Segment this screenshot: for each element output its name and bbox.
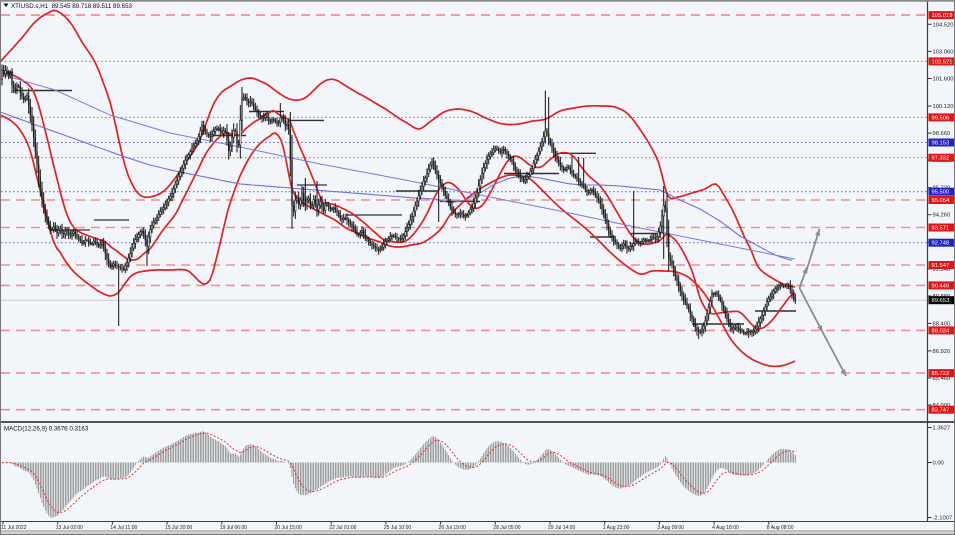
svg-text:97.332: 97.332 [932,156,950,162]
svg-text:98.153: 98.153 [932,141,950,147]
svg-text:13 Jul 02:00: 13 Jul 02:00 [56,525,83,531]
svg-text:88.024: 88.024 [932,328,951,334]
svg-text:99.506: 99.506 [932,115,950,121]
svg-text:104.520: 104.520 [933,22,954,28]
svg-text:22 Jul 01:00: 22 Jul 01:00 [329,525,356,531]
svg-text:8 Aug 08:00: 8 Aug 08:00 [767,525,794,531]
svg-text:83.747: 83.747 [932,408,950,414]
svg-text:89.653: 89.653 [932,298,950,304]
svg-text:105.019: 105.019 [932,13,953,19]
svg-text:98.660: 98.660 [933,131,951,137]
svg-text:95.500: 95.500 [932,190,950,196]
svg-text:95.054: 95.054 [932,198,951,204]
svg-text:15 Jul 20:00: 15 Jul 20:00 [165,525,192,531]
svg-text:88.400: 88.400 [933,321,951,327]
svg-text:14 Jul 11:00: 14 Jul 11:00 [110,525,137,531]
svg-text:20 Jul 15:00: 20 Jul 15:00 [275,525,302,531]
svg-text:85.460: 85.460 [933,376,951,382]
svg-text:XTIUSD.s,H1 89.545 89.718 89.: XTIUSD.s,H1 89.545 89.718 89.511 89.653 [11,3,133,10]
svg-text:0.00: 0.00 [933,461,944,467]
svg-text:100.120: 100.120 [933,104,954,110]
svg-text:94.260: 94.260 [933,213,951,219]
svg-text:29 Jul 14:00: 29 Jul 14:00 [548,525,575,531]
svg-text:102.521: 102.521 [932,59,953,65]
svg-text:28 Jul 05:00: 28 Jul 05:00 [493,525,520,531]
svg-text:26 Jul 19:00: 26 Jul 19:00 [439,525,466,531]
svg-text:92.748: 92.748 [932,241,950,247]
svg-text:101.600: 101.600 [933,77,954,83]
svg-text:11 Jul 2022: 11 Jul 2022 [1,525,27,531]
svg-text:-2.1007: -2.1007 [933,516,953,522]
svg-text:1 Aug 23:00: 1 Aug 23:00 [603,525,630,531]
svg-text:91.547: 91.547 [932,263,950,269]
svg-text:4 Aug 18:00: 4 Aug 18:00 [712,525,739,531]
svg-text:3 Aug 09:00: 3 Aug 09:00 [657,525,684,531]
svg-text:86.920: 86.920 [933,349,951,355]
svg-text:25 Jul 10:00: 25 Jul 10:00 [384,525,411,531]
svg-text:93.571: 93.571 [932,226,950,232]
svg-text:103.060: 103.060 [933,49,954,55]
svg-text:1.3627: 1.3627 [933,426,951,432]
svg-text:MACD(12,26,9) 0.3676 0.3163: MACD(12,26,9) 0.3676 0.3163 [4,426,89,433]
svg-text:85.722: 85.722 [932,371,950,377]
svg-text:19 Jul 06:00: 19 Jul 06:00 [220,525,247,531]
svg-text:90.449: 90.449 [932,283,950,289]
svg-text:91.340: 91.340 [933,267,951,273]
